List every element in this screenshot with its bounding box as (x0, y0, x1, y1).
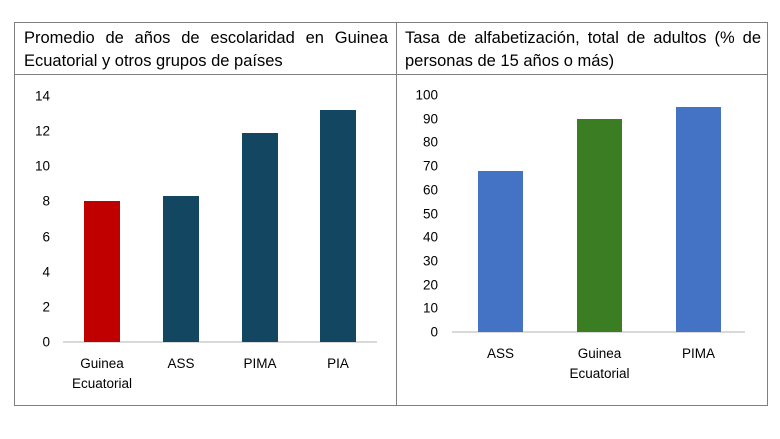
y-tick-label: 0 (42, 334, 50, 350)
y-tick-label: 6 (42, 229, 50, 245)
x-category-label: ASS (486, 346, 514, 361)
y-tick-label: 80 (422, 134, 438, 150)
x-category-label: PIMA (681, 346, 715, 361)
left-chart-title: Promedio de años de escolaridad en Guine… (24, 29, 388, 70)
charts-table: Promedio de años de escolaridad en Guine… (14, 22, 768, 406)
y-tick-label: 12 (34, 123, 50, 139)
x-category-label: PIA (327, 356, 349, 371)
header-divider (15, 74, 767, 75)
y-tick-label: 2 (42, 299, 50, 315)
bar-ass (163, 196, 199, 342)
y-tick-label: 100 (415, 87, 438, 103)
y-tick-label: 30 (422, 253, 438, 269)
y-tick-label: 60 (422, 182, 438, 198)
bar-pima (676, 106, 721, 332)
bar-pima (242, 132, 278, 342)
y-tick-label: 40 (422, 229, 438, 245)
x-axis-line (452, 331, 745, 333)
y-tick-label: 90 (422, 111, 438, 127)
column-divider (396, 23, 397, 405)
y-tick-label: 50 (422, 206, 438, 221)
y-tick-label: 4 (42, 264, 50, 280)
y-tick-label: 70 (422, 158, 438, 174)
right-chart-title: Tasa de alfabetización, total de adultos… (405, 29, 761, 70)
x-category-label: Guinea Ecuatorial (71, 356, 133, 391)
x-axis-line (63, 341, 377, 343)
y-tick-label: 8 (42, 193, 50, 209)
bar-pia (320, 110, 356, 342)
y-tick-label: 20 (422, 277, 438, 293)
y-tick-label: 10 (34, 158, 50, 174)
y-tick-label: 10 (422, 300, 438, 316)
y-tick-label: 14 (34, 88, 50, 104)
bar-ass (478, 170, 523, 332)
y-tick-label: 0 (430, 324, 438, 340)
bar-guinea-ecuatorial (84, 201, 120, 342)
x-category-label: ASS (167, 356, 195, 371)
x-category-label: PIMA (243, 356, 277, 371)
x-category-label: Guinea Ecuatorial (569, 346, 630, 381)
bar-guinea-ecuatorial (577, 118, 622, 332)
